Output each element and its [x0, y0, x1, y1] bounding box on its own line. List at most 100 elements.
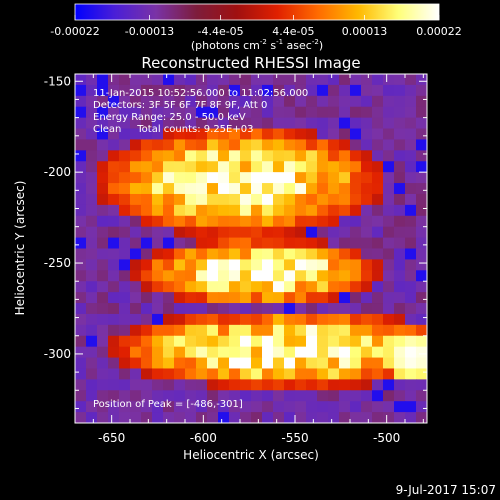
heatmap-cell	[262, 117, 274, 130]
annotation-block: 11-Jan-2015 10:52:56.000 to 11:02:56.000…	[93, 88, 308, 135]
heatmap-cell	[350, 128, 362, 141]
heatmap-cell	[416, 401, 427, 413]
heatmap-cell	[97, 204, 109, 217]
heatmap-cell	[383, 161, 395, 173]
heatmap-cell	[152, 335, 164, 348]
heatmap-cell	[174, 161, 186, 173]
heatmap-cell	[284, 117, 296, 130]
heatmap-cell	[185, 335, 197, 348]
heatmap-cell	[229, 346, 241, 359]
heatmap-cell	[174, 412, 186, 423]
heatmap-cell	[295, 106, 307, 119]
heatmap-cell	[262, 335, 274, 348]
heatmap-cell	[339, 204, 351, 217]
heatmap-cell	[185, 324, 197, 337]
heatmap-cell	[240, 368, 252, 380]
heatmap-cell	[273, 401, 285, 413]
heatmap-cell	[328, 324, 340, 337]
heatmap-cell	[108, 172, 120, 184]
heatmap-cell	[372, 324, 384, 337]
heatmap-cell	[284, 324, 296, 337]
heatmap-cell	[306, 226, 318, 239]
heatmap-cell	[273, 379, 285, 391]
heatmap-cell	[405, 204, 417, 217]
heatmap-cell	[152, 259, 164, 271]
heatmap-cell	[152, 303, 164, 315]
heatmap-cell	[394, 150, 406, 162]
heatmap-cell	[119, 215, 131, 228]
heatmap-cell	[141, 95, 153, 108]
heatmap-cell	[251, 139, 263, 151]
heatmap-cell	[174, 237, 186, 250]
heatmap-cell	[394, 357, 406, 370]
heatmap-cell	[207, 401, 219, 413]
heatmap-cell	[372, 303, 384, 315]
heatmap-cell	[317, 106, 329, 119]
heatmap-cell	[174, 357, 186, 370]
heatmap-cell	[152, 281, 164, 293]
heatmap-cell	[317, 368, 329, 380]
heatmap-cell	[350, 292, 362, 304]
heatmap-cell	[383, 324, 395, 337]
heatmap-cell	[174, 193, 186, 206]
heatmap-cell	[240, 183, 252, 195]
heatmap-cell	[185, 248, 197, 261]
heatmap-cell	[218, 95, 230, 108]
heatmap-cell	[405, 193, 417, 206]
heatmap-cell	[262, 270, 274, 282]
heatmap-cell	[284, 84, 296, 97]
heatmap-cell	[317, 313, 329, 326]
heatmap-cell	[383, 292, 395, 304]
heatmap-cell	[130, 183, 142, 195]
heatmap-cell	[218, 150, 230, 162]
heatmap-cell	[328, 128, 340, 141]
heatmap-cell	[130, 226, 142, 239]
heatmap-cell	[229, 292, 241, 304]
heatmap-cell	[152, 270, 164, 282]
heatmap-cell	[372, 161, 384, 173]
heatmap-cell	[262, 401, 274, 413]
heatmap-cell	[328, 204, 340, 217]
heatmap-cell	[196, 215, 208, 228]
annotation-counts: Clean Total counts: 9.25E+03	[93, 124, 253, 135]
heatmap-cell	[361, 204, 373, 217]
heatmap-cell	[229, 412, 241, 423]
heatmap-cell	[229, 379, 241, 391]
heatmap-cell	[251, 292, 263, 304]
heatmap-cell	[383, 204, 395, 217]
heatmap-cell	[372, 183, 384, 195]
heatmap-cell	[218, 248, 230, 261]
heatmap-cell	[218, 183, 230, 195]
heatmap-image	[75, 74, 427, 423]
heatmap-cell	[394, 183, 406, 195]
colorbar-gradient	[74, 3, 440, 21]
heatmap-cell	[306, 172, 318, 184]
chart-title: Reconstructed RHESSI Image	[141, 54, 360, 72]
heatmap-cell	[207, 346, 219, 359]
heatmap-cell	[174, 313, 186, 326]
heatmap-cell	[383, 139, 395, 151]
heatmap-cell	[130, 117, 142, 130]
heatmap-cell	[196, 292, 208, 304]
heatmap-cell	[394, 95, 406, 108]
heatmap-cell	[108, 193, 120, 206]
heatmap-cell	[152, 106, 164, 119]
heatmap-cell	[207, 379, 219, 391]
heatmap-cell	[163, 204, 175, 217]
heatmap-cell	[152, 324, 164, 337]
heatmap-cell	[218, 226, 230, 239]
heatmap-cell	[97, 270, 109, 282]
heatmap-cell	[361, 412, 373, 423]
heatmap-cell	[317, 237, 329, 250]
heatmap-cell	[251, 335, 263, 348]
heatmap-cell	[372, 335, 384, 348]
heatmap-cell	[372, 150, 384, 162]
heatmap-cell	[361, 106, 373, 119]
heatmap-cell	[75, 335, 87, 348]
heatmap-cell	[295, 183, 307, 195]
heatmap-cell	[97, 193, 109, 206]
colorbar-tick-label: -0.00013	[125, 25, 174, 38]
heatmap-cell	[119, 128, 131, 141]
heatmap-cell	[174, 335, 186, 348]
heatmap-cell	[251, 84, 263, 97]
